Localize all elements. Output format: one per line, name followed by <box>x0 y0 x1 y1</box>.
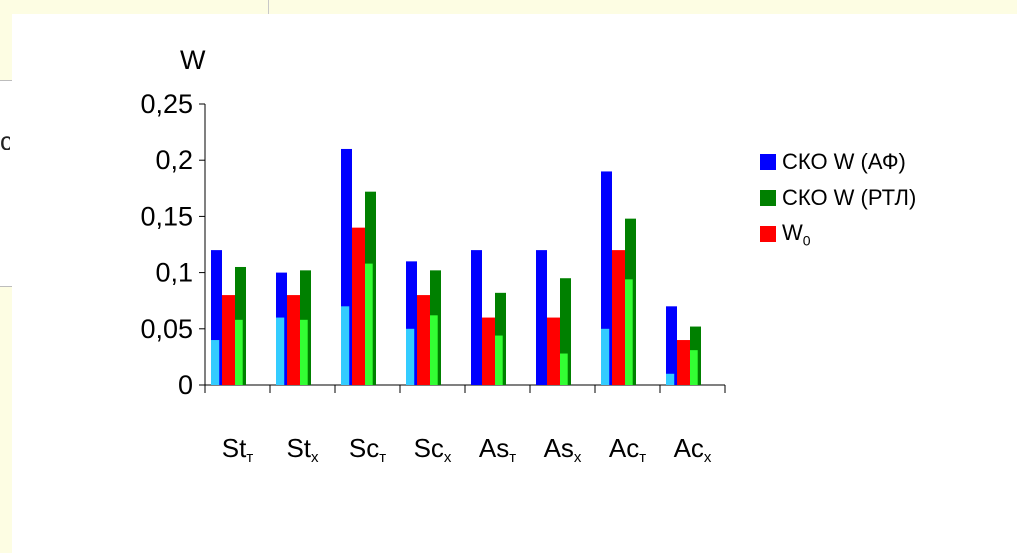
bar-sko-rtl-inner <box>300 319 308 385</box>
x-tick-label: Stт <box>222 433 254 466</box>
legend-label: СКО W (РТЛ) <box>782 185 917 210</box>
x-tick-label-sub: т <box>509 449 516 466</box>
bar-sko-af <box>666 306 677 385</box>
bar-sko-af <box>471 250 482 385</box>
bar-sko-af <box>406 261 417 385</box>
x-tick-label-sub: x <box>704 449 712 466</box>
bar-sko-rtl-inner <box>690 350 698 385</box>
x-tick-label-sub: x <box>444 449 452 466</box>
bar-sko-af-inner <box>341 306 350 385</box>
bar-w0 <box>287 295 300 385</box>
bar-sko-af <box>341 148 352 385</box>
y-tick-label: 0,05 <box>140 314 193 344</box>
x-tick-label-main: As <box>544 433 574 463</box>
x-tick-label: Stx <box>286 433 319 466</box>
bar-sko-af <box>536 250 547 385</box>
bar-w0 <box>482 317 495 385</box>
x-tick-label: Asx <box>544 433 582 466</box>
bar-sko-af-inner <box>666 373 675 385</box>
x-tick-label-sub: т <box>379 449 386 466</box>
bar-sko-af-inner <box>211 340 220 385</box>
background-panel <box>268 0 1017 14</box>
x-tick-label: Acт <box>609 433 646 466</box>
x-tick-label-main: Sc <box>349 433 379 463</box>
x-tick-label-sub: x <box>311 449 319 466</box>
x-tick-label-main: Ac <box>674 433 704 463</box>
bar-sko-rtl-inner <box>365 263 373 385</box>
y-tick-label: 0,25 <box>140 89 193 119</box>
y-tick-label: 0 <box>178 370 193 400</box>
legend-label-sub: 0 <box>802 232 811 249</box>
bar-sko-af <box>601 171 612 385</box>
y-tick-label: 0,15 <box>140 201 193 231</box>
chart-panel: 0 0,05 0,1 0,15 0,2 0,25 W Stт Stx Scт Scx Asт Asx Ac… <box>12 14 1017 553</box>
bar-sko-rtl <box>560 278 571 385</box>
background-text-fragment: c <box>0 126 10 150</box>
bar-sko-rtl-inner <box>560 353 568 385</box>
bar-w0 <box>547 317 560 385</box>
y-tick-label: 0,1 <box>155 258 193 288</box>
bar-w0 <box>677 340 690 385</box>
x-tick-label: Scт <box>349 433 386 466</box>
y-tick-label: 0,2 <box>155 145 193 175</box>
chart-legend: СКО W (АФ) СКО W (РТЛ) W0 <box>760 144 916 252</box>
x-tick-label-sub: т <box>246 449 253 466</box>
x-tick-label-sub: т <box>639 449 646 466</box>
x-tick-label: Asт <box>479 433 516 466</box>
bar-w0 <box>222 295 235 385</box>
x-tick-label: Acx <box>674 433 712 466</box>
x-tick-label: Scx <box>414 433 452 466</box>
bar-w0 <box>612 250 625 385</box>
legend-label: W0 <box>782 220 811 248</box>
legend-swatch <box>760 226 776 242</box>
legend-item: W0 <box>760 216 916 252</box>
x-tick-label-main: Ac <box>609 433 639 463</box>
x-tick-label-main: As <box>479 433 509 463</box>
bar-sko-af <box>211 250 222 385</box>
x-tick-label-main: St <box>286 433 311 463</box>
background-panel <box>0 80 12 287</box>
x-tick-label-main: Sc <box>414 433 444 463</box>
legend-swatch <box>760 190 776 206</box>
bar-sko-rtl-inner <box>430 315 438 385</box>
bar-w0 <box>352 227 365 385</box>
legend-label-main: W <box>782 219 803 245</box>
bar-sko-rtl-inner <box>235 319 243 385</box>
bar-sko-af-inner <box>406 328 415 385</box>
legend-item: СКО W (РТЛ) <box>760 180 916 216</box>
bar-sko-af-inner <box>601 328 610 385</box>
legend-label: СКО W (АФ) <box>782 149 906 174</box>
bar-sko-rtl-inner <box>625 279 633 385</box>
x-tick-label-sub: x <box>574 449 582 466</box>
legend-item: СКО W (АФ) <box>760 144 916 180</box>
x-tick-label-main: St <box>222 433 247 463</box>
legend-swatch <box>760 154 776 170</box>
bar-w0 <box>417 295 430 385</box>
y-axis-label: W <box>180 45 206 75</box>
bar-sko-af-inner <box>276 317 285 385</box>
bar-sko-rtl-inner <box>495 335 503 385</box>
